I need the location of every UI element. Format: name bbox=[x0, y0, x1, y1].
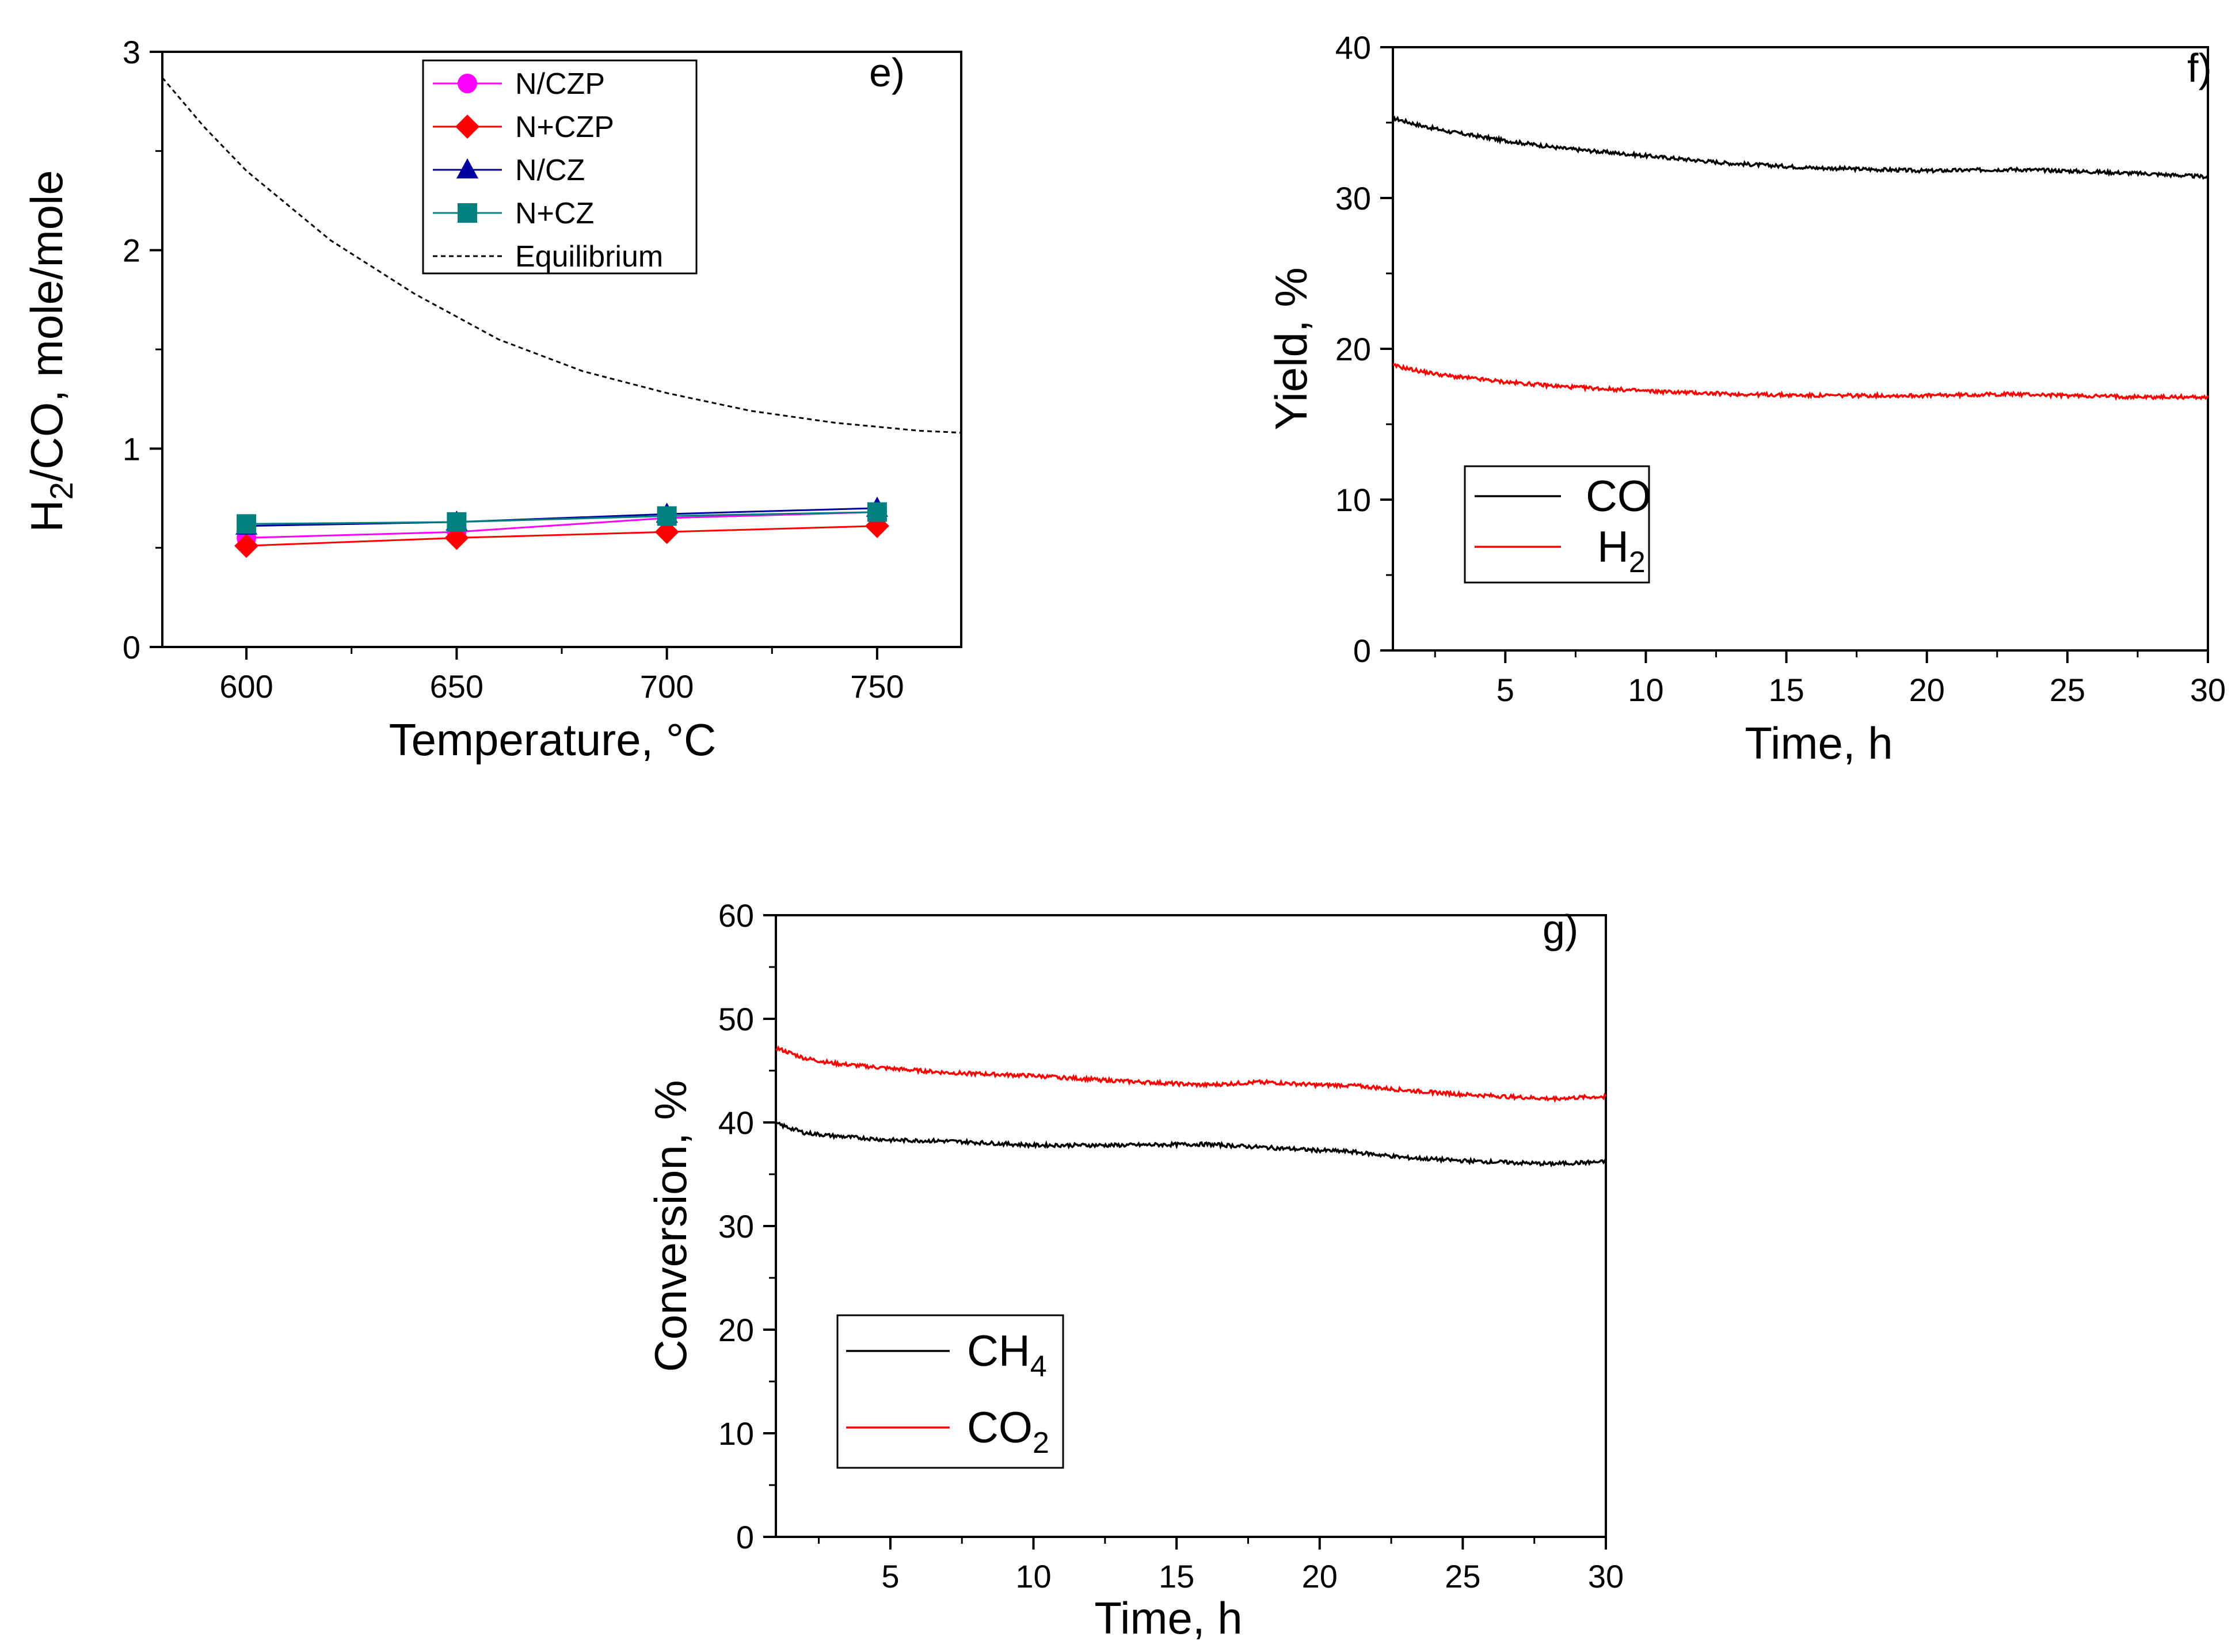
panel-f-chart: 5 10 15 20 25 30 0 10 20 30 40 f) Time, h Yield, %… bbox=[1266, 29, 2226, 768]
panel-e-x-tick-label: 750 bbox=[850, 668, 904, 705]
panel-f-x-tick-label: 20 bbox=[1909, 672, 1945, 708]
panel-e-y-tick-label: 2 bbox=[123, 233, 140, 269]
panel-g-legend-box bbox=[836, 1314, 1064, 1469]
panel-g-y-tick-label: 30 bbox=[718, 1208, 754, 1244]
legend-item-h2-label: H2 bbox=[1597, 523, 1646, 579]
panel-f-label: f) bbox=[2187, 45, 2212, 90]
legend-item-n-czp-marker bbox=[458, 74, 477, 93]
series-n-cz-point bbox=[867, 502, 887, 522]
series-n-cz-point bbox=[447, 512, 467, 532]
legend-item-equilibrium-label: Equilibrium bbox=[515, 240, 663, 273]
panel-g-x-tick-label: 25 bbox=[1445, 1558, 1480, 1594]
series-co2-line bbox=[775, 1045, 1607, 1103]
series-n-czp-point bbox=[234, 534, 259, 558]
panel-g-x-tick-label: 20 bbox=[1302, 1558, 1338, 1594]
legend-item-n-czp-label: N+CZP bbox=[515, 111, 614, 144]
panel-f-x-tick-label: 30 bbox=[2190, 672, 2226, 708]
panel-e-legend: N/CZP N+CZP N/CZ N+CZ Equilibrium bbox=[422, 59, 698, 275]
panel-e-chart: 600 650 700 750 0 1 2 3 e) Temperature, °C H2/C… bbox=[21, 34, 962, 765]
panel-f-x-tick-label: 25 bbox=[2050, 672, 2085, 708]
panel-f-y-tick-label: 40 bbox=[1335, 29, 1371, 66]
panel-g-x-axis-title: Time, h bbox=[1094, 1593, 1242, 1643]
series-n-cz-line bbox=[246, 507, 877, 527]
series-n-czp-point bbox=[444, 526, 469, 550]
panel-e-x-tick-label: 700 bbox=[640, 668, 694, 705]
panel-f-x-tick-label: 5 bbox=[1497, 672, 1514, 708]
panel-f-y-tick-label: 10 bbox=[1335, 482, 1371, 518]
panel-g-y-tick-label: 40 bbox=[718, 1105, 754, 1141]
legend-item-ch4-label: CH4 bbox=[967, 1327, 1047, 1383]
series-n-czp-line bbox=[246, 511, 877, 539]
panel-e-x-tick-label: 600 bbox=[219, 668, 273, 705]
panel-g-y-tick-label: 60 bbox=[718, 897, 754, 934]
panel-f-x-tick-label: 10 bbox=[1628, 672, 1663, 708]
panel-e-ticks: 600 650 700 750 0 1 2 3 bbox=[123, 34, 904, 705]
series-n-cz-point bbox=[657, 506, 677, 526]
panel-f-y-tick-label: 0 bbox=[1353, 633, 1371, 669]
series-co-line bbox=[1392, 115, 2208, 180]
panel-e-x-axis-title: Temperature, °C bbox=[389, 714, 717, 765]
panel-g-x-tick-label: 15 bbox=[1159, 1558, 1194, 1594]
legend-item-n-cz-label: N/CZ bbox=[515, 154, 585, 187]
panel-e-y-tick-label: 0 bbox=[123, 629, 140, 665]
series-ch4-line bbox=[775, 1121, 1607, 1168]
panel-e-label: e) bbox=[869, 50, 905, 95]
legend-item-n-cz-marker bbox=[458, 203, 477, 223]
series-h2-line bbox=[1392, 363, 2209, 401]
panel-f-y-axis-title: Yield, % bbox=[1266, 267, 1316, 430]
legend-item-n-cz-marker bbox=[456, 158, 478, 178]
panel-e-y-tick-label: 3 bbox=[123, 34, 140, 70]
panel-f-legend-box bbox=[1464, 465, 1650, 584]
panel-g-chart: 5 10 15 20 25 30 0 10 20 30 40 50 60 g) Time, h Conv… bbox=[645, 897, 1624, 1643]
legend-item-co2-label: CO2 bbox=[967, 1403, 1049, 1460]
panel-g-x-tick-label: 5 bbox=[881, 1558, 899, 1594]
panel-e-y-axis-title: H2/CO, mole/mole bbox=[21, 170, 79, 532]
panel-g-y-axis-title: Conversion, % bbox=[645, 1080, 696, 1372]
series-n-czp-point bbox=[654, 520, 679, 545]
panel-g-y-tick-label: 50 bbox=[718, 1001, 754, 1037]
panel-e-x-tick-label: 650 bbox=[430, 668, 483, 705]
panel-f-ticks: 5 10 15 20 25 30 0 10 20 30 40 bbox=[1335, 29, 2226, 708]
panel-g-label: g) bbox=[1543, 907, 1578, 951]
panel-e-equilibrium-series bbox=[161, 77, 962, 434]
legend-item-n-czp-label: N/CZP bbox=[515, 67, 605, 101]
panel-f-series bbox=[1392, 115, 2209, 401]
legend-item-co-label: CO bbox=[1586, 472, 1651, 521]
panel-g-x-tick-label: 10 bbox=[1015, 1558, 1051, 1594]
legend-item-n-cz-label: N+CZ bbox=[515, 197, 594, 230]
panel-f-y-tick-label: 30 bbox=[1335, 180, 1371, 216]
panel-g-y-tick-label: 0 bbox=[736, 1519, 754, 1555]
equilibrium-line bbox=[161, 77, 962, 434]
panel-e-y-tick-label: 1 bbox=[123, 431, 140, 467]
panel-g-series bbox=[775, 1045, 1607, 1168]
panel-g-y-tick-label: 10 bbox=[718, 1415, 754, 1452]
series-n-cz-line bbox=[246, 511, 877, 525]
panel-f-x-axis-title: Time, h bbox=[1745, 718, 1893, 768]
series-n-czp-line bbox=[246, 525, 877, 547]
legend-item-n-czp-marker bbox=[455, 115, 479, 139]
panel-g-x-tick-label: 30 bbox=[1588, 1558, 1624, 1594]
panel-e-series bbox=[234, 496, 889, 558]
panel-g-y-tick-label: 20 bbox=[718, 1312, 754, 1348]
series-n-cz-point bbox=[237, 514, 257, 534]
panel-g-ticks: 5 10 15 20 25 30 0 10 20 30 40 50 60 bbox=[718, 897, 1624, 1594]
panel-f-y-tick-label: 20 bbox=[1335, 331, 1371, 367]
panel-f-x-tick-label: 15 bbox=[1768, 672, 1804, 708]
